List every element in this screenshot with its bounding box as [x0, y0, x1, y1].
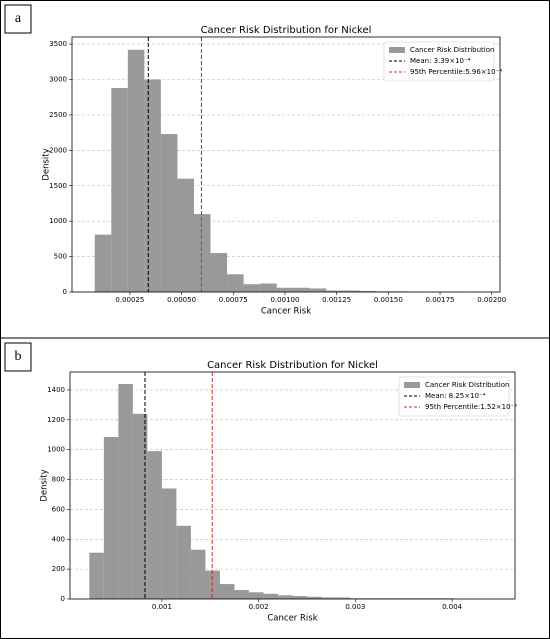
y-axis-label: Density: [42, 148, 52, 180]
bar: [147, 451, 162, 599]
bar: [276, 287, 294, 292]
bar: [94, 234, 112, 292]
legend-label: Mean: 3.39×10⁻⁴: [410, 57, 471, 65]
y-tick-label: 1200: [47, 416, 65, 424]
bar: [219, 584, 235, 599]
bar: [193, 214, 211, 292]
bar: [307, 596, 322, 599]
x-tick-label: 0.00075: [219, 296, 248, 304]
y-tick-label: 2000: [49, 146, 67, 154]
bar: [176, 525, 191, 599]
y-tick-label: 200: [52, 565, 65, 573]
x-tick-label: 0.00100: [270, 296, 299, 304]
legend-label: Cancer Risk Distribution: [410, 46, 494, 54]
x-tick-label: 0.00150: [374, 296, 403, 304]
x-axis-label: Cancer Risk: [261, 307, 311, 317]
plot-frame: [69, 371, 516, 600]
y-tick-label: 1000: [47, 446, 65, 454]
bar: [293, 287, 310, 292]
legend-box: [383, 41, 495, 82]
bar: [248, 592, 264, 599]
bar: [243, 284, 261, 292]
panel-label-box: [4, 4, 32, 34]
chart-title: Cancer Risk Distribution for Nickel: [201, 25, 372, 36]
x-tick-label: 0.003: [345, 603, 365, 611]
bar: [190, 549, 206, 599]
bar: [103, 436, 119, 599]
panel-label: a: [15, 11, 22, 26]
y-tick-label: 3000: [49, 76, 67, 84]
bar: [210, 253, 228, 292]
y-tick-label: 1500: [49, 182, 67, 190]
bar: [118, 383, 133, 599]
bar: [309, 288, 327, 292]
y-axis-label: Density: [40, 469, 50, 501]
y-tick-label: 500: [54, 253, 67, 261]
bar: [342, 290, 360, 292]
bar: [263, 593, 278, 599]
x-tick-label: 0.004: [442, 603, 463, 611]
y-tick-label: 0: [61, 595, 65, 603]
legend-swatch: [404, 382, 420, 388]
x-tick-label: 0.00125: [322, 296, 351, 304]
legend-label: Cancer Risk Distribution: [425, 381, 509, 389]
legend-label: 95th Percentile:5.96×10⁻⁴: [410, 68, 502, 76]
bar: [277, 595, 293, 599]
x-axis-label: Cancer Risk: [267, 614, 317, 624]
legend-box: [398, 376, 510, 417]
bar: [111, 88, 128, 292]
y-tick-label: 600: [52, 505, 65, 513]
legend-swatch: [389, 47, 405, 53]
y-tick-label: 0: [63, 288, 67, 296]
bar: [160, 134, 178, 292]
bar: [359, 290, 376, 292]
x-tick-label: 0.00200: [477, 296, 506, 304]
panel-label-box: [4, 342, 32, 372]
panel-label: b: [15, 349, 22, 364]
legend-label: Mean: 8.25×10⁻⁴: [425, 392, 486, 400]
bar: [260, 283, 277, 292]
plot-frame: [71, 36, 501, 293]
bar: [336, 597, 351, 599]
bar: [161, 488, 177, 599]
y-tick-label: 2500: [49, 111, 67, 119]
legend-label: 95th Percentile:1.52×10⁻⁵: [425, 403, 517, 411]
x-tick-label: 0.00050: [167, 296, 196, 304]
x-tick-label: 0.001: [152, 603, 172, 611]
bar: [89, 552, 104, 599]
bar: [326, 290, 343, 292]
x-tick-label: 0.00025: [115, 296, 144, 304]
bar: [177, 178, 194, 292]
y-tick-label: 1400: [47, 386, 65, 394]
bar: [321, 597, 337, 599]
bar: [227, 274, 244, 292]
x-tick-label: 0.00175: [426, 296, 455, 304]
y-tick-label: 1000: [49, 217, 67, 225]
bar: [144, 79, 161, 292]
y-tick-label: 3500: [49, 40, 67, 48]
bar: [127, 49, 145, 292]
x-tick-label: 0.002: [249, 603, 269, 611]
bar: [132, 413, 148, 599]
bar: [234, 590, 249, 599]
y-tick-label: 800: [52, 476, 65, 484]
y-tick-label: 400: [52, 535, 65, 543]
chart-title: Cancer Risk Distribution for Nickel: [207, 360, 378, 371]
bar: [292, 596, 308, 599]
